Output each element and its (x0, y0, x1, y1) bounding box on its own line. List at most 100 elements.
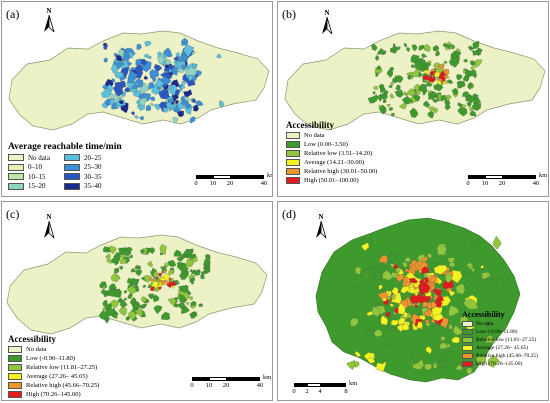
legend-label: No data (26, 346, 47, 353)
legend-swatch (286, 159, 300, 166)
map-patch (398, 317, 406, 325)
map-patch (123, 290, 128, 294)
map-patch (416, 90, 421, 95)
map-patch (480, 265, 485, 269)
map-patch (413, 94, 421, 101)
map-patch (406, 314, 413, 318)
map-patch (396, 323, 404, 332)
legend-swatch (8, 173, 24, 181)
legend-label: High (70.26–145.00) (26, 391, 81, 398)
north-arrow: N (320, 10, 334, 40)
map-patch (388, 107, 394, 111)
scale-tick-label: 2 (305, 388, 309, 395)
map-patch (452, 325, 465, 336)
map-patch (463, 68, 468, 72)
map-patch (429, 71, 434, 75)
map-panel-b: (b) N Accessibility No data Low (0.00–3.5… (277, 1, 549, 197)
map-patch (158, 101, 168, 113)
map-patch (466, 100, 472, 107)
map-patch (376, 48, 386, 55)
map-patch (407, 88, 417, 97)
map-patch (382, 297, 387, 302)
map-patch (164, 58, 172, 65)
map-patch (206, 265, 211, 269)
map-patch (444, 60, 448, 64)
map-patch (103, 43, 108, 50)
map-patch (415, 293, 425, 304)
map-patch (169, 281, 176, 287)
map-patch (430, 276, 438, 283)
map-patch (430, 301, 437, 309)
north-arrow: N (42, 8, 56, 38)
legend-item: Relative low (3.51–14.20) (286, 149, 377, 158)
legend-label: Relative high (45.66–70.25) (26, 382, 100, 389)
legend-item: No data (8, 153, 50, 163)
legend-item: No data (286, 131, 377, 140)
map-patch (380, 104, 387, 114)
legend-item: No data (8, 345, 99, 354)
map-patch (421, 266, 430, 274)
map-patch (376, 65, 382, 70)
legend-item: High (50.01–100.00) (286, 176, 377, 185)
legend-swatch (286, 168, 300, 175)
reachable-time-patches (101, 37, 224, 124)
legend-swatch (462, 361, 473, 367)
map-patch (423, 69, 430, 74)
scale-tick-label: 0 (466, 180, 470, 187)
map-patch (444, 103, 451, 111)
legend-label: No data (476, 321, 494, 327)
map-patch (188, 74, 193, 82)
map-patch (201, 271, 206, 276)
map-patch (436, 294, 444, 302)
legend-item: Relative high (45.66–70.25) (8, 381, 99, 390)
map-patch (388, 343, 398, 351)
map-patch (147, 293, 154, 300)
map-patch (135, 285, 139, 288)
map-patch (350, 317, 359, 327)
map-patch (390, 81, 394, 86)
map-patch (144, 41, 152, 47)
map-patch (484, 335, 496, 343)
map-patch (437, 66, 445, 73)
accessibility-patches (346, 235, 502, 376)
map-patch (469, 60, 476, 66)
legend-label: Relative low (3.51–14.20) (304, 150, 373, 157)
legend-item: 15–20 (8, 182, 50, 192)
map-patch (465, 366, 473, 376)
map-patch (158, 88, 170, 100)
map-patch (185, 258, 194, 268)
map-patch (136, 104, 145, 111)
legend-label: Relative low (11.81–27.25) (476, 337, 537, 343)
map-patch (118, 99, 124, 105)
map-patch (167, 71, 174, 77)
legend-item: 0–10 (8, 163, 50, 173)
map-patch (374, 55, 380, 62)
legend-label: Relative high (45.66–70.25) (476, 353, 539, 359)
legend-swatch (63, 173, 80, 181)
legend-swatch (8, 364, 22, 371)
map-patch (103, 57, 108, 63)
map-patch (188, 296, 193, 301)
scale-tick-label: 8 (344, 388, 348, 395)
map-patch (419, 315, 426, 321)
north-arrow: N (314, 214, 328, 244)
north-arrow-icon (322, 16, 333, 35)
legend-label: 10–15 (28, 172, 46, 181)
map-patch (462, 298, 479, 310)
map-patch (392, 77, 397, 84)
map-patch (445, 287, 452, 293)
map-patch (382, 99, 387, 103)
map-patch (397, 302, 406, 315)
map-patch (423, 100, 431, 108)
legend-label: Low (0.00–3.50) (304, 141, 348, 148)
map-patch (388, 290, 392, 296)
map-patch (181, 100, 189, 106)
map-patch (139, 98, 148, 107)
map-patch (173, 56, 180, 62)
map-patch (421, 256, 428, 263)
legend-swatch (8, 382, 22, 389)
map-patch (396, 268, 401, 274)
map-patch (386, 104, 391, 107)
map-patch (366, 357, 376, 364)
